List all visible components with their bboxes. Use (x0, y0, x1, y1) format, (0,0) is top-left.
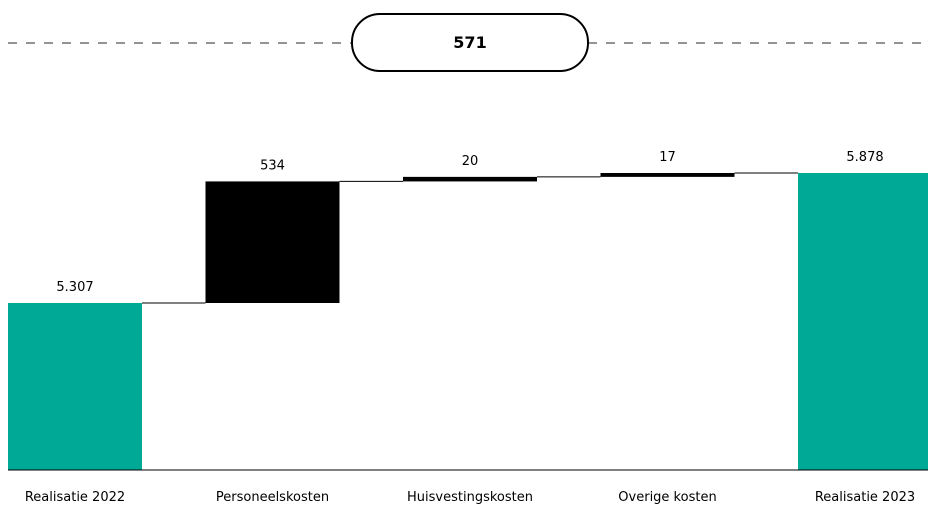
data-label: 534 (260, 158, 285, 173)
total-change-value: 571 (453, 33, 486, 52)
bar-delta (403, 176, 537, 182)
x-tick-label: Personeelskosten (216, 490, 329, 505)
chart-marks: 5.307 Realisatie 2022 534 Personeelskosten 2… (8, 150, 928, 505)
bar-total (798, 173, 928, 470)
x-tick-label: Realisatie 2023 (815, 490, 915, 505)
x-tick-label: Realisatie 2022 (25, 490, 125, 505)
data-label: 5.878 (846, 150, 883, 165)
bar-total (8, 303, 142, 470)
total-change-pill (351, 13, 589, 72)
x-tick-label: Overige kosten (618, 490, 716, 505)
x-tick-label: Huisvestingskosten (407, 490, 533, 505)
data-label: 17 (659, 150, 676, 165)
bar-delta (600, 173, 735, 177)
bar-delta (205, 181, 340, 303)
data-label: 5.307 (56, 280, 93, 295)
data-label: 20 (462, 154, 479, 169)
